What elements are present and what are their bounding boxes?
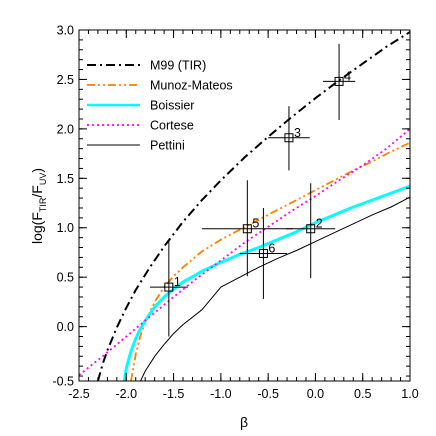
y-tick-label: 2.5 <box>57 73 74 87</box>
point-label: 4 <box>344 69 351 83</box>
data-point-6: 6 <box>239 207 288 299</box>
legend-label: Boissier <box>150 99 194 113</box>
legend-label: M99 (TIR) <box>150 59 206 73</box>
point-marker <box>242 224 252 234</box>
point-label: 5 <box>252 217 259 231</box>
point-marker <box>164 282 174 292</box>
chart-curves <box>79 31 410 381</box>
legend-item-cortese: Cortese <box>87 119 194 133</box>
point-label: 2 <box>316 217 323 231</box>
legend: M99 (TIR) Munoz-Mateos Boissier Cortese Pett… <box>87 59 233 153</box>
x-tick-label: 1.0 <box>401 387 418 401</box>
legend-label: Pettini <box>150 139 185 153</box>
x-axis-label: β <box>240 414 248 430</box>
y-tick-label: -0.5 <box>52 375 74 389</box>
x-tick-label: -1.0 <box>210 387 232 401</box>
point-marker <box>258 248 268 258</box>
point-label: 1 <box>174 275 181 289</box>
data-point-3: 3 <box>268 106 310 171</box>
y-axis: 0.0 0.5 1.0 1.5 2.0 2.5 3.0 -0.5 <box>52 24 410 389</box>
y-tick-label: 2.0 <box>57 122 74 136</box>
x-tick-label: -2.0 <box>116 387 138 401</box>
point-marker <box>306 224 316 234</box>
y-tick-label: 0.0 <box>57 320 74 334</box>
point-label: 6 <box>268 241 275 255</box>
series-line-m99-tir <box>96 31 410 381</box>
series-line-cortese <box>79 128 410 376</box>
series-line-pettini <box>140 196 410 381</box>
legend-item-munoz-mateos: Munoz-Mateos <box>87 79 233 93</box>
y-axis-label: log(FTIR/FUV) <box>29 168 48 244</box>
x-tick-label: 0.0 <box>307 387 324 401</box>
data-point-1: 1 <box>149 239 188 337</box>
y-tick-label: 0.5 <box>57 271 74 285</box>
y-tick-label: 1.5 <box>57 172 74 186</box>
point-marker <box>334 76 344 86</box>
x-tick-label: 0.5 <box>354 387 371 401</box>
legend-item-pettini: Pettini <box>87 139 185 153</box>
data-point-2: 2 <box>286 183 336 279</box>
data-point-4: 4 <box>322 43 356 120</box>
data-point-5: 5 <box>201 180 293 277</box>
legend-item-m99-tir: M99 (TIR) <box>87 59 206 73</box>
legend-label: Munoz-Mateos <box>150 79 233 93</box>
x-tick-label: -0.5 <box>257 387 279 401</box>
plot-frame <box>78 29 411 382</box>
x-tick-label: -1.5 <box>163 387 185 401</box>
legend-item-boissier: Boissier <box>87 99 194 113</box>
point-marker <box>284 133 294 143</box>
chart-points: 1 2 3 4 56 <box>149 43 356 337</box>
y-tick-label: 3.0 <box>57 24 74 38</box>
y-tick-label: 1.0 <box>57 221 74 235</box>
legend-label: Cortese <box>150 119 194 133</box>
x-axis: -2.5 -2.0 -1.5 -1.0 -0.5 0.0 0.5 1.0 <box>68 30 419 401</box>
x-tick-label: -2.5 <box>68 387 90 401</box>
point-label: 3 <box>294 126 301 140</box>
